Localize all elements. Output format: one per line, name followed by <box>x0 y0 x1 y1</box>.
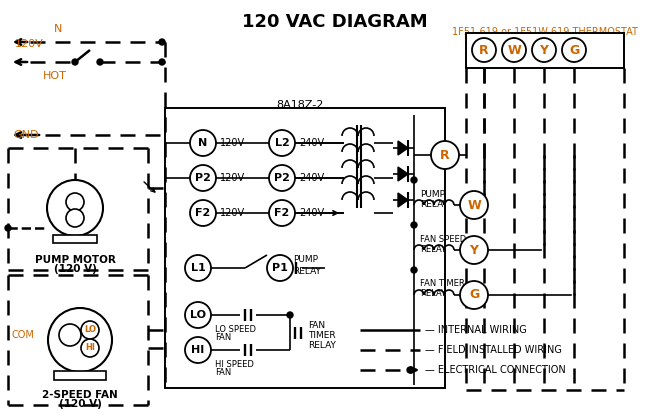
Text: RELAY: RELAY <box>420 199 448 209</box>
Circle shape <box>59 324 81 346</box>
Polygon shape <box>398 141 408 155</box>
Text: N: N <box>54 24 62 34</box>
Text: N: N <box>198 138 208 148</box>
Text: (120 V): (120 V) <box>54 264 96 274</box>
Text: HOT: HOT <box>43 71 67 81</box>
Circle shape <box>269 200 295 226</box>
Text: L1: L1 <box>191 263 206 273</box>
Text: W: W <box>507 44 521 57</box>
Text: LO: LO <box>84 326 96 334</box>
Circle shape <box>460 236 488 264</box>
Text: FAN: FAN <box>215 333 231 342</box>
Text: L2: L2 <box>275 138 289 148</box>
Text: — ELECTRICAL CONNECTION: — ELECTRICAL CONNECTION <box>425 365 565 375</box>
Circle shape <box>472 38 496 62</box>
Circle shape <box>411 267 417 273</box>
Text: RELAY: RELAY <box>420 245 446 253</box>
Text: 120V: 120V <box>220 208 245 218</box>
Circle shape <box>562 38 586 62</box>
Text: 240V: 240V <box>299 173 324 183</box>
Circle shape <box>81 321 99 339</box>
Text: FAN SPEED: FAN SPEED <box>420 235 466 243</box>
Text: 1F51-619 or 1F51W-619 THERMOSTAT: 1F51-619 or 1F51W-619 THERMOSTAT <box>452 27 638 37</box>
Text: P1: P1 <box>272 263 288 273</box>
Text: P2: P2 <box>274 173 290 183</box>
Text: HI: HI <box>192 345 204 355</box>
Text: R: R <box>440 148 450 161</box>
Text: G: G <box>569 44 579 57</box>
Circle shape <box>159 39 165 45</box>
Circle shape <box>159 59 165 65</box>
Text: W: W <box>467 199 481 212</box>
Circle shape <box>287 312 293 318</box>
Text: RELAY: RELAY <box>308 341 336 349</box>
Text: PUMP MOTOR: PUMP MOTOR <box>35 255 115 265</box>
Text: FAN TIMER: FAN TIMER <box>420 279 465 289</box>
Text: PUMP: PUMP <box>293 256 318 264</box>
FancyBboxPatch shape <box>466 33 624 68</box>
Polygon shape <box>398 193 408 207</box>
Text: FAN: FAN <box>215 368 231 377</box>
Text: — FIELD INSTALLED WIRING: — FIELD INSTALLED WIRING <box>425 345 562 355</box>
Text: 120V: 120V <box>15 39 44 49</box>
Text: P2: P2 <box>195 173 211 183</box>
Text: — INTERNAL WIRING: — INTERNAL WIRING <box>425 325 527 335</box>
Text: HI SPEED: HI SPEED <box>215 360 254 369</box>
Polygon shape <box>398 167 408 181</box>
Circle shape <box>66 209 84 227</box>
Circle shape <box>431 141 459 169</box>
Text: 8A18Z-2: 8A18Z-2 <box>276 100 324 110</box>
Text: Y: Y <box>470 243 478 256</box>
Text: HI: HI <box>85 344 95 352</box>
Text: 120V: 120V <box>220 173 245 183</box>
Text: Y: Y <box>539 44 549 57</box>
Text: RELAY: RELAY <box>420 290 446 298</box>
Text: TIMER: TIMER <box>308 331 336 339</box>
Circle shape <box>190 165 216 191</box>
Circle shape <box>185 302 211 328</box>
Circle shape <box>185 337 211 363</box>
Circle shape <box>460 191 488 219</box>
Circle shape <box>502 38 526 62</box>
Circle shape <box>269 165 295 191</box>
Text: LO SPEED: LO SPEED <box>215 325 256 334</box>
Circle shape <box>48 308 112 372</box>
Text: F2: F2 <box>196 208 210 218</box>
Text: RELAY: RELAY <box>293 267 321 277</box>
FancyBboxPatch shape <box>54 371 106 380</box>
Circle shape <box>5 225 11 231</box>
Circle shape <box>411 177 417 183</box>
Circle shape <box>81 339 99 357</box>
Circle shape <box>267 255 293 281</box>
Circle shape <box>72 59 78 65</box>
Circle shape <box>411 222 417 228</box>
Text: GND: GND <box>13 130 38 140</box>
Circle shape <box>269 130 295 156</box>
Circle shape <box>185 255 211 281</box>
Text: LO: LO <box>190 310 206 320</box>
Circle shape <box>66 193 84 211</box>
Circle shape <box>190 200 216 226</box>
Text: 2-SPEED FAN: 2-SPEED FAN <box>42 390 118 400</box>
Circle shape <box>47 180 103 236</box>
Text: 120V: 120V <box>220 138 245 148</box>
Circle shape <box>460 281 488 309</box>
Text: 240V: 240V <box>299 138 324 148</box>
Text: FAN: FAN <box>308 321 325 329</box>
Circle shape <box>532 38 556 62</box>
Text: (120 V): (120 V) <box>58 399 101 409</box>
Text: PUMP: PUMP <box>420 189 445 199</box>
Circle shape <box>407 367 413 373</box>
Text: G: G <box>469 289 479 302</box>
Text: R: R <box>479 44 489 57</box>
FancyBboxPatch shape <box>53 235 97 243</box>
Text: F2: F2 <box>275 208 289 218</box>
Text: 240V: 240V <box>299 208 324 218</box>
FancyBboxPatch shape <box>165 108 445 388</box>
Text: COM: COM <box>11 330 34 340</box>
Circle shape <box>190 130 216 156</box>
Circle shape <box>97 59 103 65</box>
Text: 120 VAC DIAGRAM: 120 VAC DIAGRAM <box>242 13 428 31</box>
